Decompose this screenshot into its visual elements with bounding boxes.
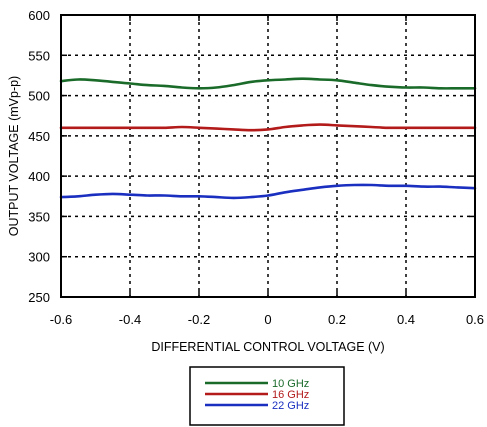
tick-labels: -0.6 -0.4 -0.2 0 0.2 0.4 0.6 250 300 350 400 450 500… xyxy=(28,8,484,327)
y-tick-label: 300 xyxy=(28,250,50,265)
x-axis-label: DIFFERENTIAL CONTROL VOLTAGE (V) xyxy=(151,340,384,354)
legend-label-16-ghz: 16 GHz xyxy=(272,389,309,401)
legend-label-22-ghz: 22 GHz xyxy=(272,400,309,412)
legend-label-10-ghz: 10 GHz xyxy=(272,378,309,390)
series-line-22-ghz xyxy=(59,183,477,200)
legend-box xyxy=(189,366,345,426)
y-tick-label: 350 xyxy=(28,209,50,224)
series-lines xyxy=(59,77,477,200)
y-tick-label: 400 xyxy=(28,169,50,184)
x-tick-label: -0.4 xyxy=(119,312,141,327)
y-tick-label: 600 xyxy=(28,8,50,23)
x-tick-label: 0 xyxy=(264,312,271,327)
series-line-16-ghz xyxy=(59,123,477,132)
x-tick-label: 0.4 xyxy=(397,312,415,327)
y-tick-label: 250 xyxy=(28,290,50,305)
y-axis-label: OUTPUT VOLTAGE (mVp-p) xyxy=(7,76,21,236)
y-tick-label: 450 xyxy=(28,129,50,144)
x-tick-label: 0.6 xyxy=(466,312,484,327)
x-tick-label: -0.6 xyxy=(50,312,72,327)
x-tick-label: -0.2 xyxy=(188,312,210,327)
y-tick-label: 500 xyxy=(28,89,50,104)
y-tick-label: 550 xyxy=(28,48,50,63)
grid-lines xyxy=(61,15,475,297)
x-tick-label: 0.2 xyxy=(328,312,346,327)
series-line-10-ghz xyxy=(59,77,477,90)
tick-marks xyxy=(60,14,476,298)
